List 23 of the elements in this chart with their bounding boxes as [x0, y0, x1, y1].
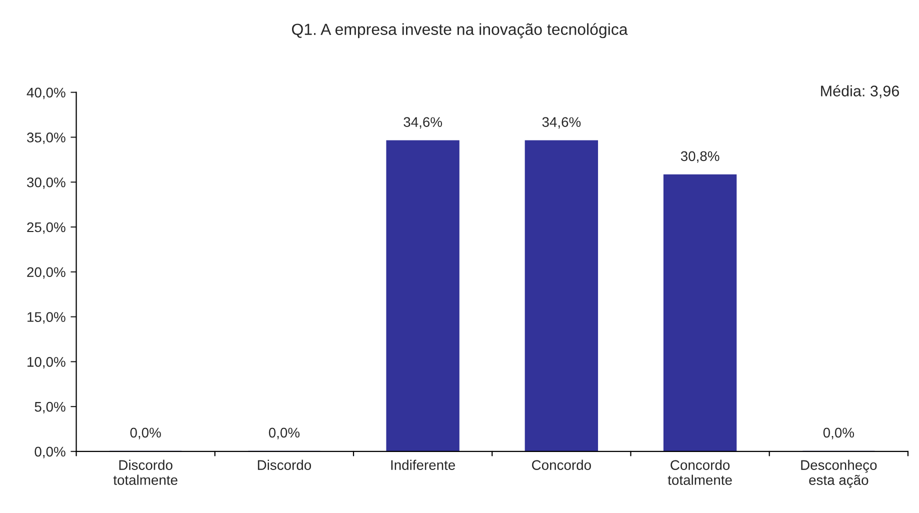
x-tick-label: Concordo — [532, 460, 591, 470]
data-label: 0,0% — [130, 428, 161, 440]
y-tick-label: 25,0% — [27, 222, 66, 234]
data-label: 0,0% — [823, 428, 854, 440]
chart-title: Q1. A empresa investe na inovação tecnológica — [292, 23, 628, 38]
x-tick-label: Discordo — [258, 460, 312, 470]
y-tick-label: 20,0% — [27, 267, 66, 279]
y-tick-label: 0,0% — [34, 446, 66, 458]
data-label: 30,8% — [680, 151, 720, 163]
y-tick-label: 5,0% — [34, 402, 66, 414]
annotation: Média: 3,96 — [821, 85, 899, 98]
y-tick-label: 35,0% — [27, 132, 66, 144]
y-tick-label: 30,0% — [27, 177, 66, 189]
data-label: 0,0% — [268, 428, 300, 440]
x-tick-label: Indiferente — [391, 460, 456, 470]
data-label: 34,6% — [542, 117, 581, 129]
x-tick-label: Concordo totalmente — [668, 460, 732, 485]
data-label: 34,6% — [404, 117, 442, 129]
y-tick-label: 10,0% — [28, 357, 66, 368]
x-tick-label: Discordo totalmente — [113, 460, 178, 485]
y-tick-label: 40,0% — [26, 88, 66, 100]
y-tick-label: 15,0% — [28, 312, 66, 324]
x-tick-label: Desconheço esta ação — [801, 460, 877, 488]
